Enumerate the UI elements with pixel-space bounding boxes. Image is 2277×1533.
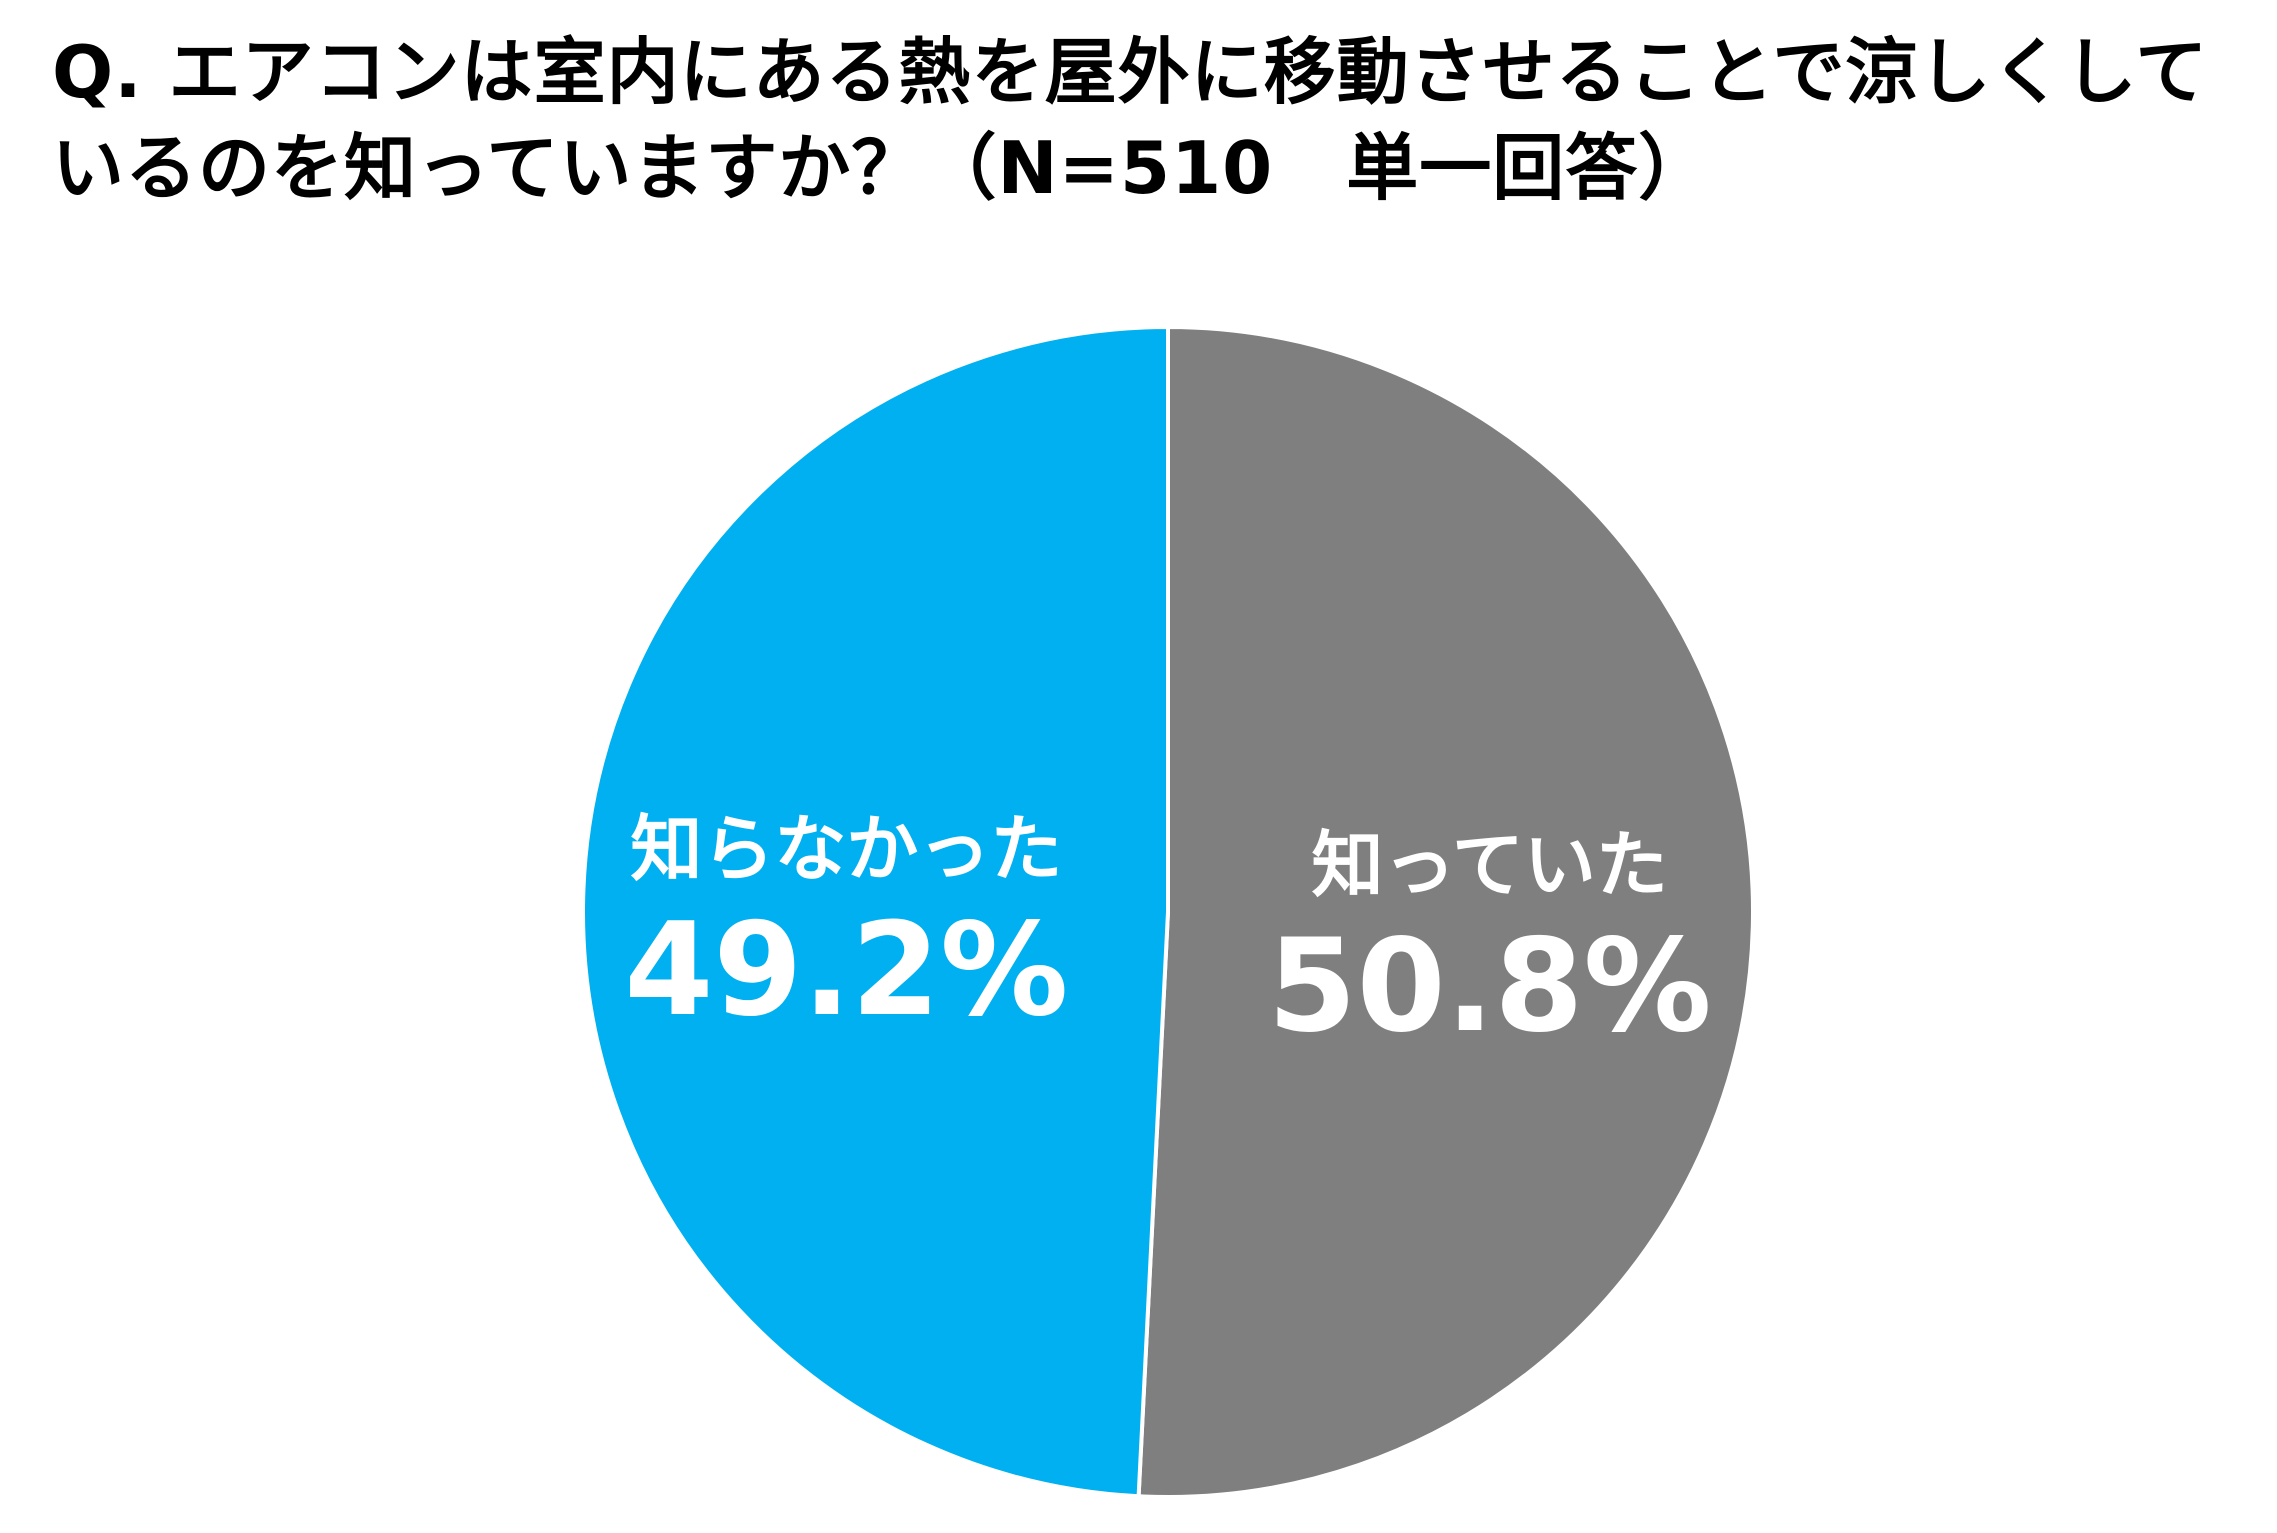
pie-slice-2-label: 知らなかった [630,807,1062,891]
pie-slice-1-label: 知っていた [1311,823,1667,907]
chart-title: Q. エアコンは室内にある熱を屋外に移動させることで涼しくしているのを知っていま… [52,30,2209,210]
pie-slice-2 [581,324,1170,1499]
pie-slice-1 [1136,324,1756,1499]
pie-slice-2-value-label: 49.2% [624,896,1068,1045]
pie-slice-1-value-label: 50.8% [1268,912,1712,1061]
